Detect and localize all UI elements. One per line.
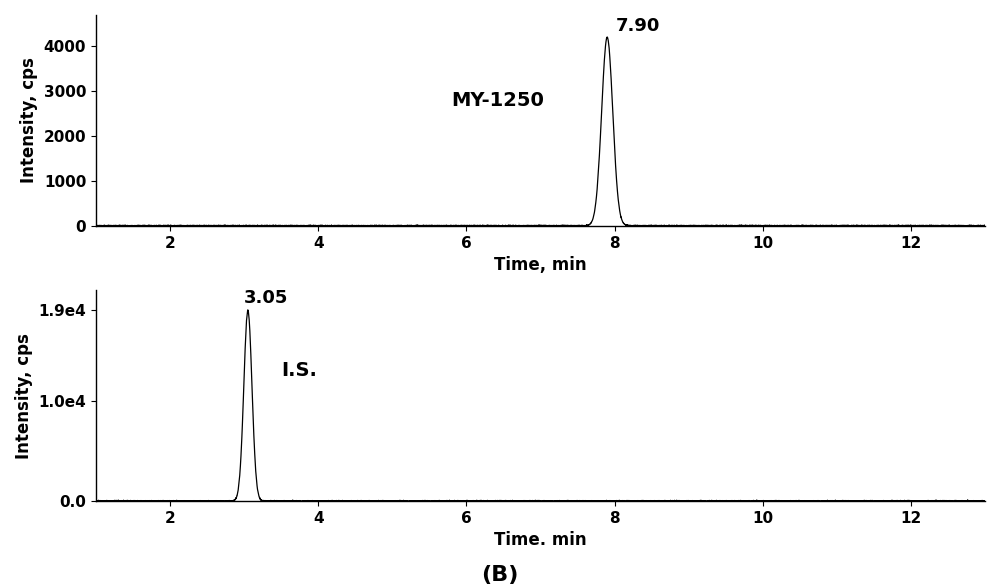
Text: 7.90: 7.90 xyxy=(616,17,660,35)
Y-axis label: Intensity, cps: Intensity, cps xyxy=(15,333,33,459)
Text: MY-1250: MY-1250 xyxy=(452,91,544,110)
Text: I.S.: I.S. xyxy=(281,361,317,380)
Text: 3.05: 3.05 xyxy=(244,289,289,308)
Y-axis label: Intensity, cps: Intensity, cps xyxy=(20,58,38,183)
Text: (B): (B) xyxy=(481,565,519,585)
X-axis label: Time. min: Time. min xyxy=(494,532,587,549)
X-axis label: Time, min: Time, min xyxy=(494,256,587,274)
